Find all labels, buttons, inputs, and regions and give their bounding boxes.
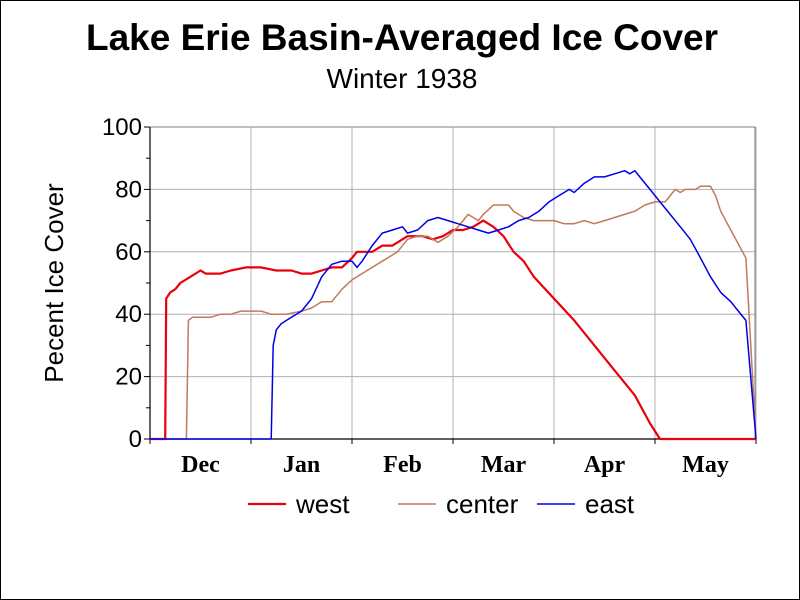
- y-tick-label: 20: [115, 364, 142, 391]
- x-tick-label-mar: Mar: [481, 452, 527, 478]
- x-tick-label-apr: Apr: [584, 452, 626, 478]
- chart-title: Lake Erie Basin-Averaged Ice Cover: [86, 17, 718, 58]
- chart-subtitle: Winter 1938: [327, 63, 478, 94]
- x-tick-label-feb: Feb: [383, 452, 422, 478]
- legend-label-east: east: [585, 489, 635, 519]
- legend: west center east: [248, 489, 635, 519]
- series-lines: [150, 169, 757, 441]
- x-tick-label-may: May: [682, 452, 729, 478]
- series-line-west: [150, 219, 756, 441]
- y-axis-label: Pecent Ice Cover: [39, 183, 69, 383]
- tick-labels: 0 20 40 60 80 100 Dec Jan Feb Mar Apr May: [102, 114, 729, 478]
- series-line-east: [150, 169, 757, 440]
- grid: [150, 126, 757, 439]
- y-tick-label: 100: [102, 114, 142, 141]
- y-tick-label: 40: [115, 301, 142, 328]
- series-line-center: [150, 185, 757, 440]
- x-tick-label-dec: Dec: [181, 452, 220, 478]
- x-tick-label-jan: Jan: [283, 452, 320, 478]
- y-tick-label: 60: [115, 239, 142, 266]
- legend-label-center: center: [446, 489, 519, 519]
- axes: [144, 126, 757, 444]
- legend-label-west: west: [295, 489, 350, 519]
- y-tick-label: 80: [115, 176, 142, 203]
- y-tick-label: 0: [129, 426, 142, 453]
